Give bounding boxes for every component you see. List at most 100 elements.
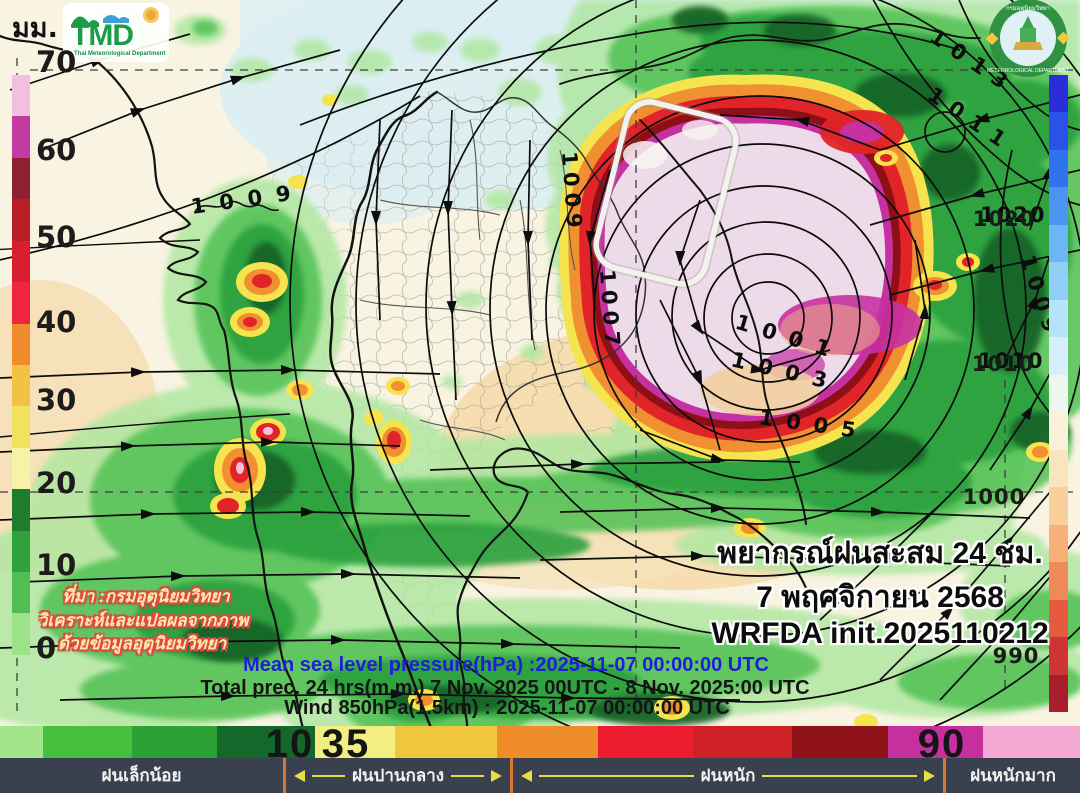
pressure-scale-segment <box>1049 562 1068 600</box>
colorbar-segment <box>497 726 598 758</box>
pressure-scale-segment <box>1049 374 1068 413</box>
rainfall-scale-tick: 40 <box>36 305 77 339</box>
tmd-logo-art <box>71 7 159 27</box>
colorbar-segment <box>792 726 888 758</box>
arrow-right-icon <box>924 769 936 782</box>
colorbar-segment <box>43 726 132 758</box>
tmd-logo-title: TMD <box>71 19 134 52</box>
pressure-scale-segment <box>1049 487 1068 525</box>
pressure-scale-segment <box>1049 75 1068 113</box>
seal-text-bottom: METEOROLOGICAL DEPARTMENT <box>987 68 1069 74</box>
model-init: WRFDA init.2025110212 <box>711 617 1049 650</box>
pressure-scale-segment <box>1049 637 1068 675</box>
rainfall-scale-segment <box>12 157 30 200</box>
colorbar-segment <box>983 726 1080 758</box>
colorbar-segment <box>693 726 792 758</box>
pressure-scale-segment <box>1049 149 1068 188</box>
rainfall-scale-segment <box>12 75 30 117</box>
arrow-left-icon <box>294 769 305 782</box>
pressure-scale-segment <box>1049 299 1068 338</box>
rainfall-scale-segment <box>12 613 30 655</box>
rainfall-scale-tick: 20 <box>36 466 77 500</box>
pressure-scale-segment <box>1049 112 1068 150</box>
rain-category-label: ฝนหนักมาก <box>970 766 1056 785</box>
wind-streamlines <box>0 33 1080 741</box>
rain-category-label: ฝนปานกลาง <box>351 766 445 785</box>
rainfall-scale-segment <box>12 323 30 365</box>
country-borders <box>359 91 647 441</box>
rainfall-scale-segment <box>12 199 30 241</box>
rainfall-scale-segment <box>12 530 30 573</box>
forecast-title: พยากรณ์ฝนสะสม 24 ชม. <box>717 537 1043 570</box>
colorbar-segment <box>598 726 693 758</box>
rainfall-scale-segment <box>12 116 30 158</box>
rainfall-scale-segment <box>12 447 30 490</box>
pressure-scale-segment <box>1049 337 1068 375</box>
isobar-label: 1007 <box>595 269 625 353</box>
source-line-2: วิเคราะห์และแปลผลจากภาพ <box>37 611 249 630</box>
source-line-3: ด้วยข้อมูลอุตุนิยมวิทยา <box>57 634 227 653</box>
colorbar-segment <box>395 726 497 758</box>
pressure-scale-segment <box>1049 412 1068 450</box>
rainfall-scale-segment <box>12 572 30 614</box>
rain-category: ฝนหนัก <box>510 758 943 793</box>
focus-area-box <box>591 97 741 289</box>
mslp-caption: Mean sea level pressure(hPa) :2025-11-07… <box>243 654 769 676</box>
rainfall-scale-tick: 50 <box>36 220 77 254</box>
bottom-colorbar <box>0 726 1080 758</box>
pressure-scale-segment <box>1049 524 1068 563</box>
forecast-date: 7 พฤศจิกายน 2568 <box>756 581 1004 614</box>
tmd-logo: TMD Thai Meteorological Department <box>63 3 169 62</box>
arrow-line <box>451 774 485 777</box>
pressure-scale-segment <box>1049 224 1068 263</box>
rainfall-scale-segment <box>12 406 30 448</box>
pressure-scale-segment <box>1049 449 1068 488</box>
isobar-label: 1009 <box>557 151 587 235</box>
arrow-line <box>539 774 694 777</box>
department-seal: กรมอุตุนิยมวิทยา METEOROLOGICAL DEPARTME… <box>985 0 1070 80</box>
pressure-scale-segment <box>1049 674 1068 712</box>
rain-category: ฝนปานกลาง <box>283 758 510 793</box>
colorbar-segment <box>217 726 315 758</box>
pressure-label: 1010 <box>971 352 1035 376</box>
isobar-label: 1010 <box>978 349 1044 373</box>
rainfall-scale-tick: 70 <box>36 45 77 79</box>
rain-category: ฝนเล็กน้อย <box>0 758 283 793</box>
pressure-label: 990 <box>992 644 1040 668</box>
isobar-label: 1020 <box>980 203 1046 227</box>
precip-caption: Total prec. 24 hrs(m.m.) 7 Nov. 2025 00U… <box>200 677 810 699</box>
rainfall-scale-segment <box>12 489 30 531</box>
pressure-label: 1020 <box>972 207 1036 231</box>
pressure-scale-segment <box>1049 262 1068 300</box>
colorbar-segment <box>315 726 395 758</box>
unit-label: มม. <box>12 13 58 44</box>
arrow-left-icon <box>521 769 532 782</box>
tmd-logo-subtitle: Thai Meteorological Department <box>72 51 168 57</box>
arrow-line <box>762 774 918 777</box>
rainfall-scale-bar <box>12 75 30 655</box>
rainfall-scale-segment <box>12 282 30 324</box>
pressure-scale-bar <box>1049 75 1068 712</box>
rainfall-scale-segment <box>12 240 30 283</box>
rain-category-label: ฝนเล็กน้อย <box>101 766 182 785</box>
rainfall-scale-tick: 0 <box>36 631 57 665</box>
rainfall-scale-tick: 10 <box>36 548 77 582</box>
convective-cells <box>210 94 1054 730</box>
rainfall-scale-segment <box>12 364 30 407</box>
rain-category: ฝนหนักมาก <box>943 758 1080 793</box>
rain-category-label: ฝนหนัก <box>700 766 756 785</box>
source-line-1: ที่มา :กรมอุตุนิยมวิทยา <box>62 587 230 606</box>
pressure-scale-segment <box>1049 599 1068 638</box>
arrow-line <box>312 774 345 777</box>
colorbar-segment <box>888 726 983 758</box>
colorbar-segment <box>132 726 217 758</box>
colorbar-segment <box>0 726 43 758</box>
pressure-scale-segment <box>1049 187 1068 225</box>
rainfall-scale-tick: 60 <box>36 133 77 167</box>
wind-caption: Wind 850hPa(1.5km) : 2025-11-07 00:00:00… <box>284 697 730 719</box>
seal-text-top: กรมอุตุนิยมวิทยา <box>1006 5 1050 12</box>
rain-category-strip: ฝนเล็กน้อย ฝนปานกลาง ฝนหนัก ฝนหนักมาก <box>0 758 1080 793</box>
arrow-right-icon <box>491 769 503 782</box>
